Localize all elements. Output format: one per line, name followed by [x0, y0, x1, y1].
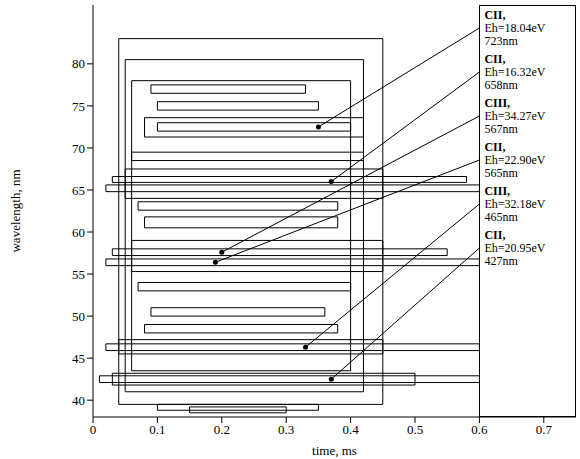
html-text:CIII,: CIII,: [484, 96, 511, 110]
html-text:658nm: 658nm: [484, 78, 518, 92]
svg-text:50: 50: [72, 309, 85, 324]
html-text:Eh=16.32eV: Eh=16.32eV: [484, 65, 546, 79]
html-text:CIII,: CIII,: [484, 184, 511, 198]
html-text:465nm: 465nm: [484, 210, 518, 224]
svg-text:time, ms: time, ms: [312, 443, 357, 458]
svg-text:0: 0: [90, 422, 97, 437]
html-text:CII,: CII,: [484, 8, 506, 22]
html-text:CII,: CII,: [484, 140, 506, 154]
svg-text:65: 65: [72, 183, 85, 198]
html-text:Eh=22.90eV: Eh=22.90eV: [484, 153, 546, 167]
svg-text:70: 70: [72, 141, 85, 156]
html-text:Eh=32.18eV: Eh=32.18eV: [484, 197, 546, 211]
svg-text:40: 40: [72, 393, 85, 408]
svg-text:75: 75: [72, 99, 85, 114]
svg-text:0.4: 0.4: [342, 422, 359, 437]
svg-text:0.3: 0.3: [278, 422, 294, 437]
html-text:723nm: 723nm: [484, 34, 518, 48]
svg-text:wavelength, nm: wavelength, nm: [8, 169, 23, 252]
svg-text:0.6: 0.6: [471, 422, 488, 437]
html-text:Eh=18.04eV: Eh=18.04eV: [484, 21, 546, 35]
html-text:427nm: 427nm: [484, 254, 518, 268]
svg-text:80: 80: [72, 56, 85, 71]
svg-text:0.7: 0.7: [536, 422, 553, 437]
html-text:CII,: CII,: [484, 52, 506, 66]
svg-text:0.5: 0.5: [407, 422, 423, 437]
html-text:567nm: 567nm: [484, 122, 518, 136]
svg-text:55: 55: [72, 267, 85, 282]
html-text:565nm: 565nm: [484, 166, 518, 180]
svg-text:0.1: 0.1: [149, 422, 165, 437]
svg-text:0.2: 0.2: [214, 422, 230, 437]
html-text:Eh=34.27eV: Eh=34.27eV: [484, 109, 546, 123]
svg-text:60: 60: [72, 225, 85, 240]
svg-text:45: 45: [72, 351, 85, 366]
html-text:CII,: CII,: [484, 228, 506, 242]
html-text:Eh=20.95eV: Eh=20.95eV: [484, 241, 546, 255]
